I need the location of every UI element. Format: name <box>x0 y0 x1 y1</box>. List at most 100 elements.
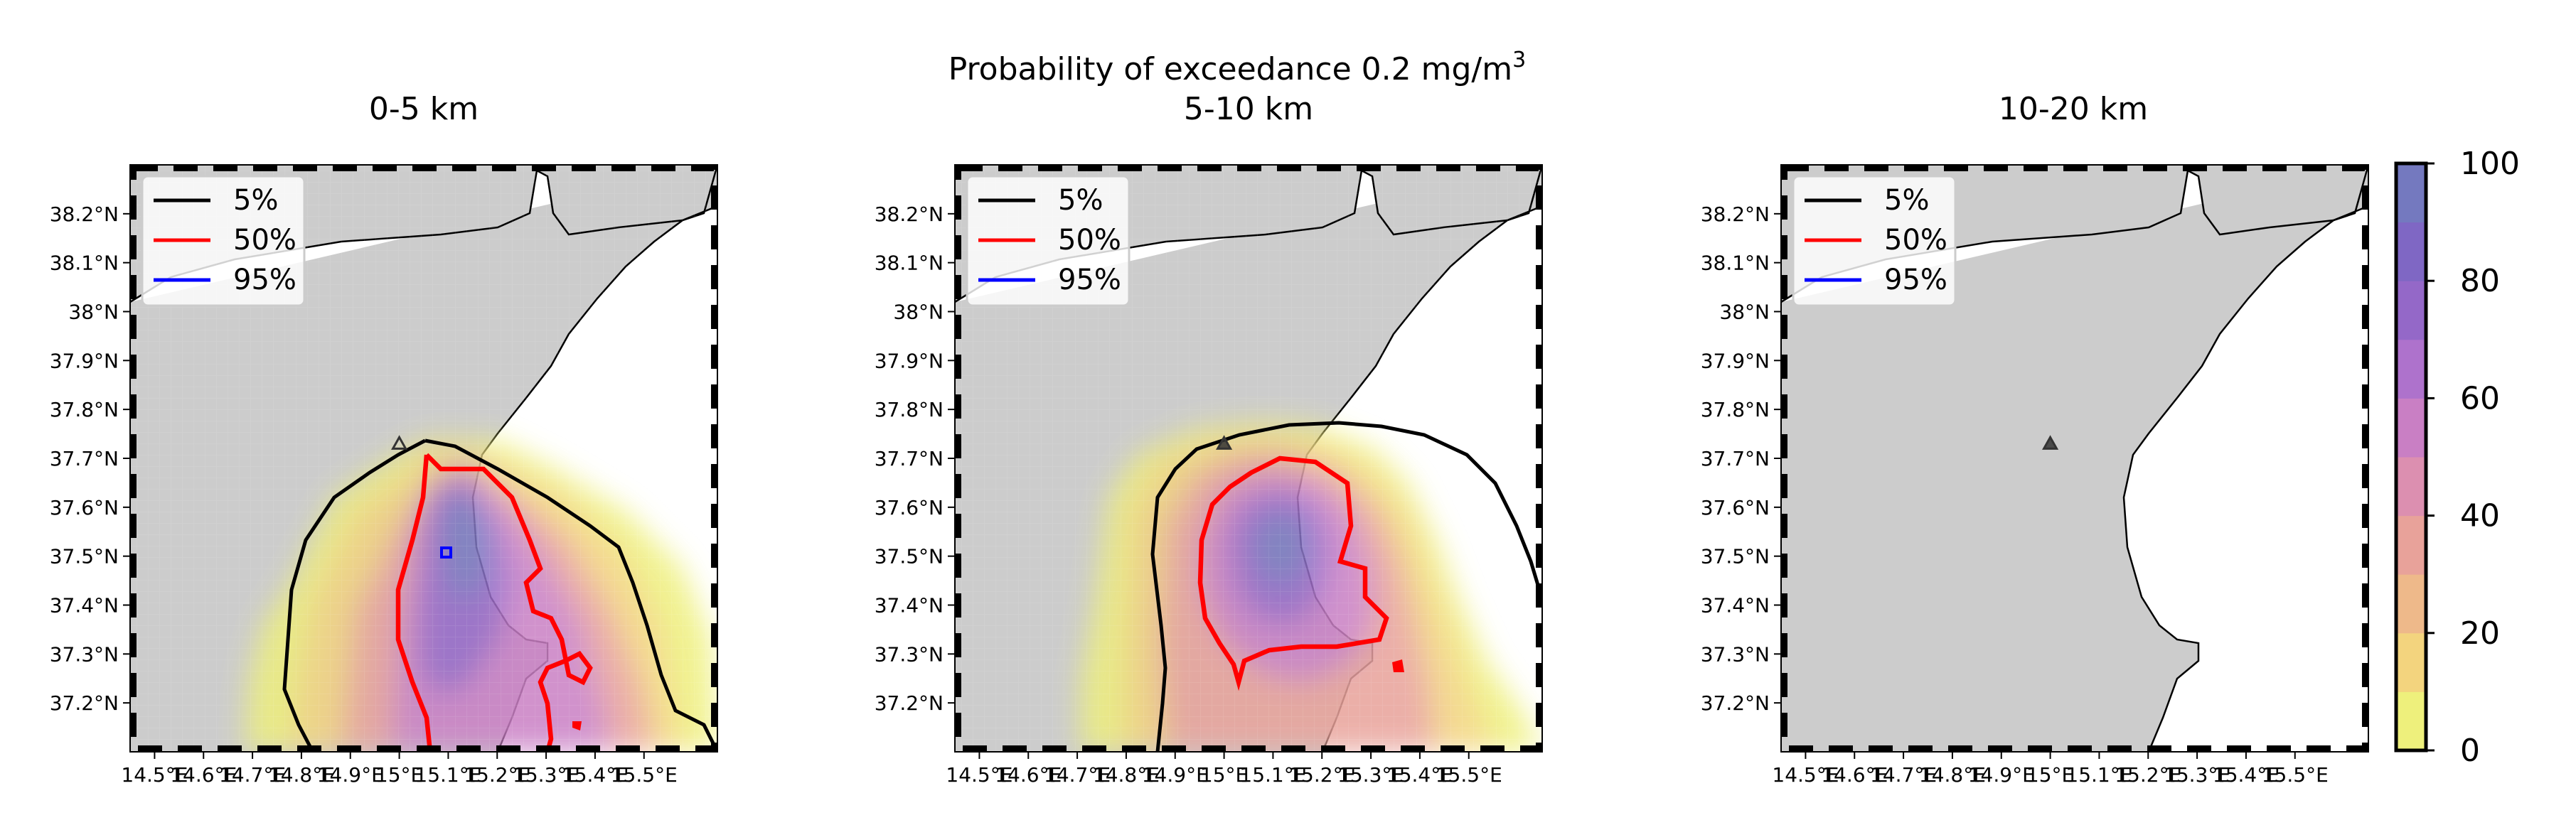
lat-tick-label: 37.4°N <box>1701 594 1770 618</box>
lon-tick-label: 15°E <box>375 763 423 787</box>
legend-label: 95% <box>1058 264 1121 296</box>
legend-label: 5% <box>233 184 278 217</box>
lon-tick-label: 14.7°E <box>1870 763 1937 787</box>
legend-label: 5% <box>1058 184 1103 217</box>
colorbar-tick-label: 0 <box>2460 733 2480 769</box>
lat-tick-label: 38.1°N <box>1701 252 1770 275</box>
triangle-icon <box>2042 435 2059 450</box>
lat-tick-label: 37.9°N <box>875 349 944 372</box>
lon-tick-label: 14.5°E <box>1772 763 1839 787</box>
lon-tick-label: 15.4°E <box>1386 763 1453 787</box>
lon-tick-label: 15.1°E <box>1239 763 1306 787</box>
legend-label: 95% <box>233 264 296 296</box>
lon-tick-label: 15.2°E <box>1288 763 1355 787</box>
panel-title: 10-20 km <box>1999 91 2148 127</box>
map-panel-5-10km: 5-10 km <box>875 91 1543 787</box>
colorbar-band <box>2396 163 2426 223</box>
colorbar-tick-label: 20 <box>2460 615 2500 652</box>
colorbar-band <box>2396 281 2426 340</box>
lat-tick-label: 37.2°N <box>1701 691 1770 715</box>
triangle-icon <box>1216 435 1233 450</box>
lon-tick-label: 15.3°E <box>513 763 579 787</box>
contour-50pct <box>395 453 593 752</box>
colorbar-band <box>2396 222 2426 281</box>
colorbar-tick-label: 80 <box>2460 263 2500 299</box>
lon-tick-label: 14.9°E <box>317 763 384 787</box>
colorbar-band <box>2396 574 2426 634</box>
colorbar: 0 20 40 60 80 100 <box>2394 146 2520 769</box>
lon-tick-label: 15.2°E <box>464 763 530 787</box>
lat-tick-label: 37.6°N <box>50 496 119 519</box>
lat-tick-label: 38°N <box>893 301 944 324</box>
colorbar-tick-label: 100 <box>2460 146 2520 182</box>
legend-label: 5% <box>1884 184 1929 217</box>
lat-tick-label: 37.4°N <box>50 594 119 618</box>
lat-tick-label: 38.1°N <box>50 252 119 275</box>
figure-title: Probability of exceedance 0.2 mg/m3 <box>948 48 1526 87</box>
figure-title-main: Probability of exceedance 0.2 mg/m <box>948 51 1512 87</box>
lon-tick-label: 14.6°E <box>1821 763 1888 787</box>
colorbar-band <box>2396 339 2426 399</box>
lat-tick-label: 37.2°N <box>875 691 944 715</box>
lat-tick-label: 37.7°N <box>1701 447 1770 470</box>
lat-tick-label: 37.3°N <box>875 642 944 666</box>
lat-tick-label: 38.1°N <box>875 252 944 275</box>
lon-tick-label: 15°E <box>1200 763 1248 787</box>
lat-tick-label: 37.4°N <box>875 594 944 618</box>
lon-tick-label: 15.3°E <box>1337 763 1404 787</box>
lon-tick-label: 14.6°E <box>170 763 237 787</box>
contour-95pct <box>440 546 452 559</box>
lat-tick-label: 38.2°N <box>1701 203 1770 226</box>
lon-tick-label: 14.8°E <box>1919 763 1986 787</box>
lon-tick-label: 14.5°E <box>946 763 1012 787</box>
legend-label: 50% <box>1058 224 1121 257</box>
lat-tick-label: 37.3°N <box>1701 642 1770 666</box>
colorbar-band <box>2396 457 2426 517</box>
lon-tick-label: 15.1°E <box>2065 763 2132 787</box>
legend-label: 50% <box>1884 224 1947 257</box>
lat-tick-label: 37.6°N <box>1701 496 1770 519</box>
lat-tick-label: 37.8°N <box>1701 398 1770 421</box>
lon-tick-label: 15.5°E <box>1436 763 1502 787</box>
colorbar-band <box>2396 632 2426 692</box>
lon-tick-label: 15°E <box>2026 763 2074 787</box>
lon-tick-label: 15.5°E <box>611 763 678 787</box>
lon-tick-label: 15.5°E <box>2262 763 2329 787</box>
legend: 5% 50% 95% <box>966 175 1131 307</box>
map-panel-0-5km: 0-5 km <box>50 91 718 787</box>
legend: 5% 50% 95% <box>1792 175 1957 307</box>
lon-tick-label: 14.8°E <box>268 763 335 787</box>
colorbar-frame <box>2394 161 2428 753</box>
map-frame-dash <box>1782 166 2368 751</box>
map-frame-dash <box>956 166 1541 751</box>
lat-tick-label: 38.2°N <box>50 203 119 226</box>
colorbar-tick-label: 40 <box>2460 498 2500 534</box>
legend-label: 50% <box>233 224 296 257</box>
panel-title: 0-5 km <box>369 91 479 127</box>
contour-50pct <box>1197 455 1389 691</box>
lat-tick-label: 37.9°N <box>1701 349 1770 372</box>
lon-tick-label: 14.9°E <box>1142 763 1209 787</box>
lon-tick-label: 14.7°E <box>219 763 286 787</box>
panel-title: 5-10 km <box>1184 91 1313 127</box>
triangle-icon <box>391 435 408 450</box>
lat-tick-label: 37.8°N <box>50 398 119 421</box>
lat-tick-label: 37.5°N <box>875 545 944 568</box>
lon-tick-label: 14.5°E <box>121 763 188 787</box>
map-panel-10-20km: 10-20 km 14.5°E14.6°E14.7°E14.8°E14.9°E1… <box>1701 91 2369 787</box>
lon-tick-label: 15.3°E <box>2164 763 2230 787</box>
contour-5pct <box>282 438 717 752</box>
lat-tick-label: 37.7°N <box>875 447 944 470</box>
land-mass <box>1781 165 2368 752</box>
colorbar-tick-label: 60 <box>2460 380 2500 416</box>
lat-tick-label: 37.8°N <box>875 398 944 421</box>
lat-tick-label: 37.7°N <box>50 447 119 470</box>
contour-5pct <box>1150 421 1542 752</box>
lon-tick-label: 15.4°E <box>562 763 629 787</box>
lat-tick-label: 37.5°N <box>1701 545 1770 568</box>
lat-tick-label: 37.3°N <box>50 642 119 666</box>
lat-tick-label: 37.2°N <box>50 691 119 715</box>
lat-tick-label: 37.5°N <box>50 545 119 568</box>
colorbar-band <box>2396 515 2426 575</box>
